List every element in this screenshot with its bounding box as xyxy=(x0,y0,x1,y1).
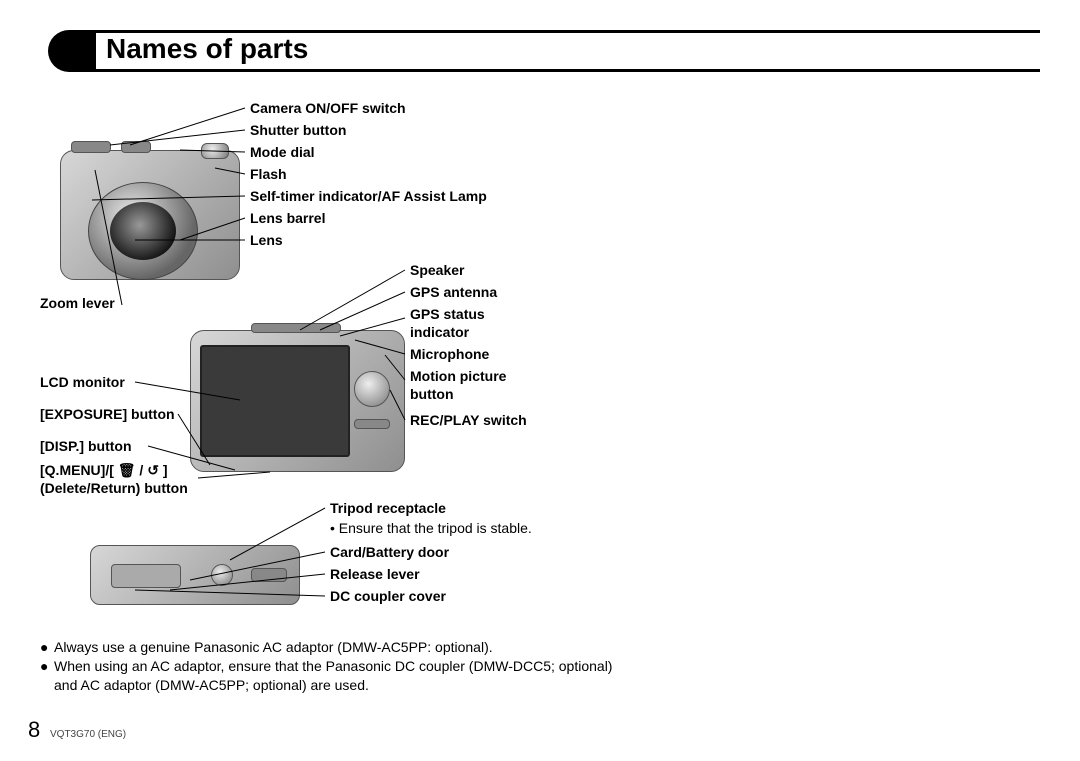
label-motion-picture: Motion picture button xyxy=(410,368,506,403)
label-microphone: Microphone xyxy=(410,346,489,364)
title-rule-bottom xyxy=(96,69,1040,72)
label-on-off-switch: Camera ON/OFF switch xyxy=(250,100,406,118)
label-self-timer: Self-timer indicator/AF Assist Lamp xyxy=(250,188,487,206)
label-card-battery-door: Card/Battery door xyxy=(330,544,449,562)
label-rec-play: REC/PLAY switch xyxy=(410,412,527,430)
footnotes: ● Always use a genuine Panasonic AC adap… xyxy=(40,638,1040,695)
label-disp-button: [DISP.] button xyxy=(40,438,132,456)
lcd-screen-illustration xyxy=(200,345,350,457)
document-id: VQT3G70 (ENG) xyxy=(50,729,126,740)
lens-illustration xyxy=(110,202,176,260)
note-tripod-stable: • Ensure that the tripod is stable. xyxy=(330,520,532,538)
label-exposure-button: [EXPOSURE] button xyxy=(40,406,175,424)
label-release-lever: Release lever xyxy=(330,566,420,584)
label-tripod-receptacle: Tripod receptacle xyxy=(330,500,446,518)
section-title-bar: Names of parts xyxy=(40,30,1040,72)
label-speaker: Speaker xyxy=(410,262,464,280)
label-gps-status: GPS status indicator xyxy=(410,306,485,341)
label-gps-antenna: GPS antenna xyxy=(410,284,497,302)
label-lcd-monitor: LCD monitor xyxy=(40,374,125,392)
page-number: 8 xyxy=(28,717,40,743)
title-tab-shape xyxy=(48,30,96,72)
label-shutter-button: Shutter button xyxy=(250,122,346,140)
page-title: Names of parts xyxy=(106,33,308,65)
label-mode-dial: Mode dial xyxy=(250,144,315,162)
parts-diagram: Camera ON/OFF switch Shutter button Mode… xyxy=(40,90,1040,630)
bullet-icon: ● xyxy=(40,657,54,695)
camera-bottom-illustration xyxy=(90,545,300,605)
label-lens: Lens xyxy=(250,232,283,250)
label-flash: Flash xyxy=(250,166,287,184)
bullet-icon: ● xyxy=(40,638,54,657)
label-zoom-lever: Zoom lever xyxy=(40,295,115,313)
footnote-dc-coupler: When using an AC adaptor, ensure that th… xyxy=(54,657,614,695)
label-lens-barrel: Lens barrel xyxy=(250,210,325,228)
label-dc-coupler-cover: DC coupler cover xyxy=(330,588,446,606)
label-qmenu-button: [Q.MENU]/[ 🗑 / ↺ ] (Delete/Return) butto… xyxy=(40,462,188,497)
footnote-ac-adaptor: Always use a genuine Panasonic AC adapto… xyxy=(54,638,493,657)
